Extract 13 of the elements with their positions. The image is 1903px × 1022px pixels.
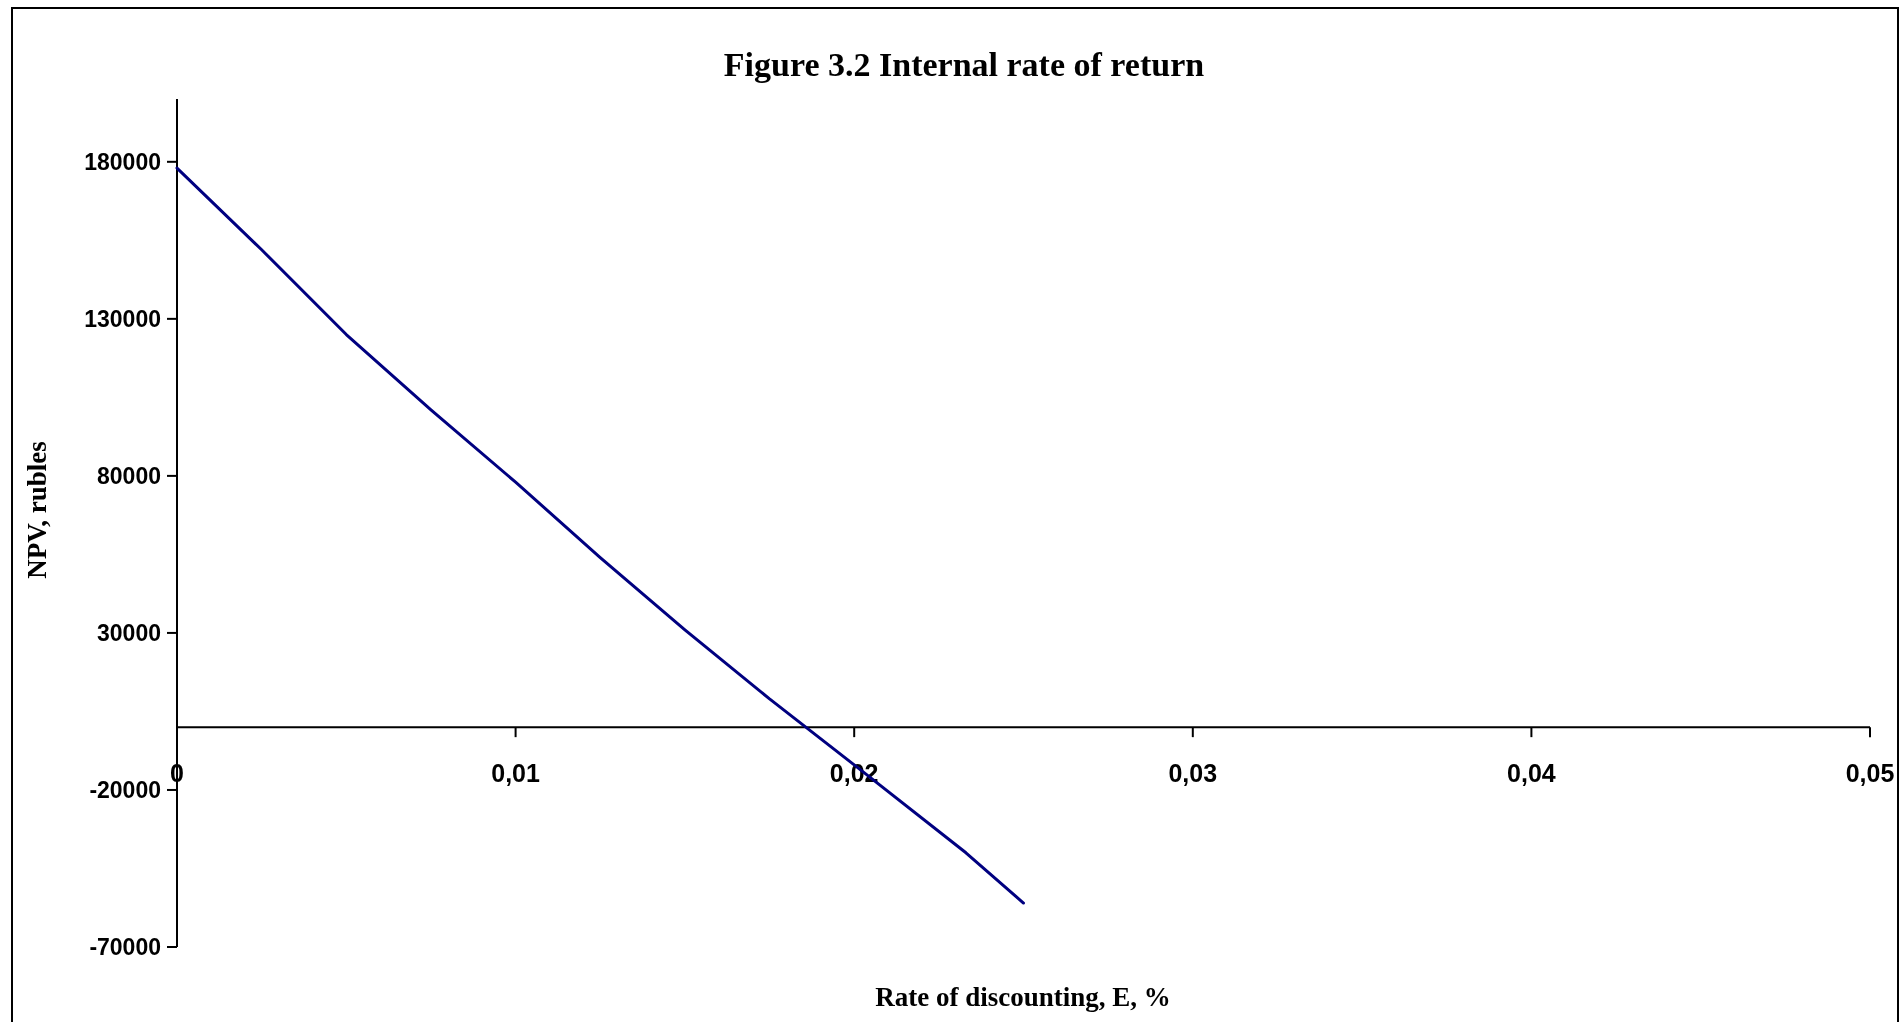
y-tick-label: -70000: [89, 934, 161, 961]
x-tick-label: 0,03: [1168, 759, 1218, 788]
y-tick-label: 180000: [84, 148, 161, 175]
x-tick-label: 0,05: [1845, 759, 1895, 788]
x-tick-label: 0,04: [1507, 759, 1556, 788]
y-tick-label: -20000: [89, 777, 161, 804]
x-axis-title: Rate of discounting, E, %: [875, 982, 1171, 1012]
y-tick-label: 30000: [97, 619, 161, 646]
y-tick-label: 130000: [84, 305, 161, 332]
x-tick-label: 0,01: [491, 759, 541, 788]
chart-title: Figure 3.2 Internal rate of return: [723, 46, 1205, 83]
y-axis-title: NPV, rubles: [22, 441, 52, 579]
y-tick-label: 80000: [97, 462, 161, 489]
